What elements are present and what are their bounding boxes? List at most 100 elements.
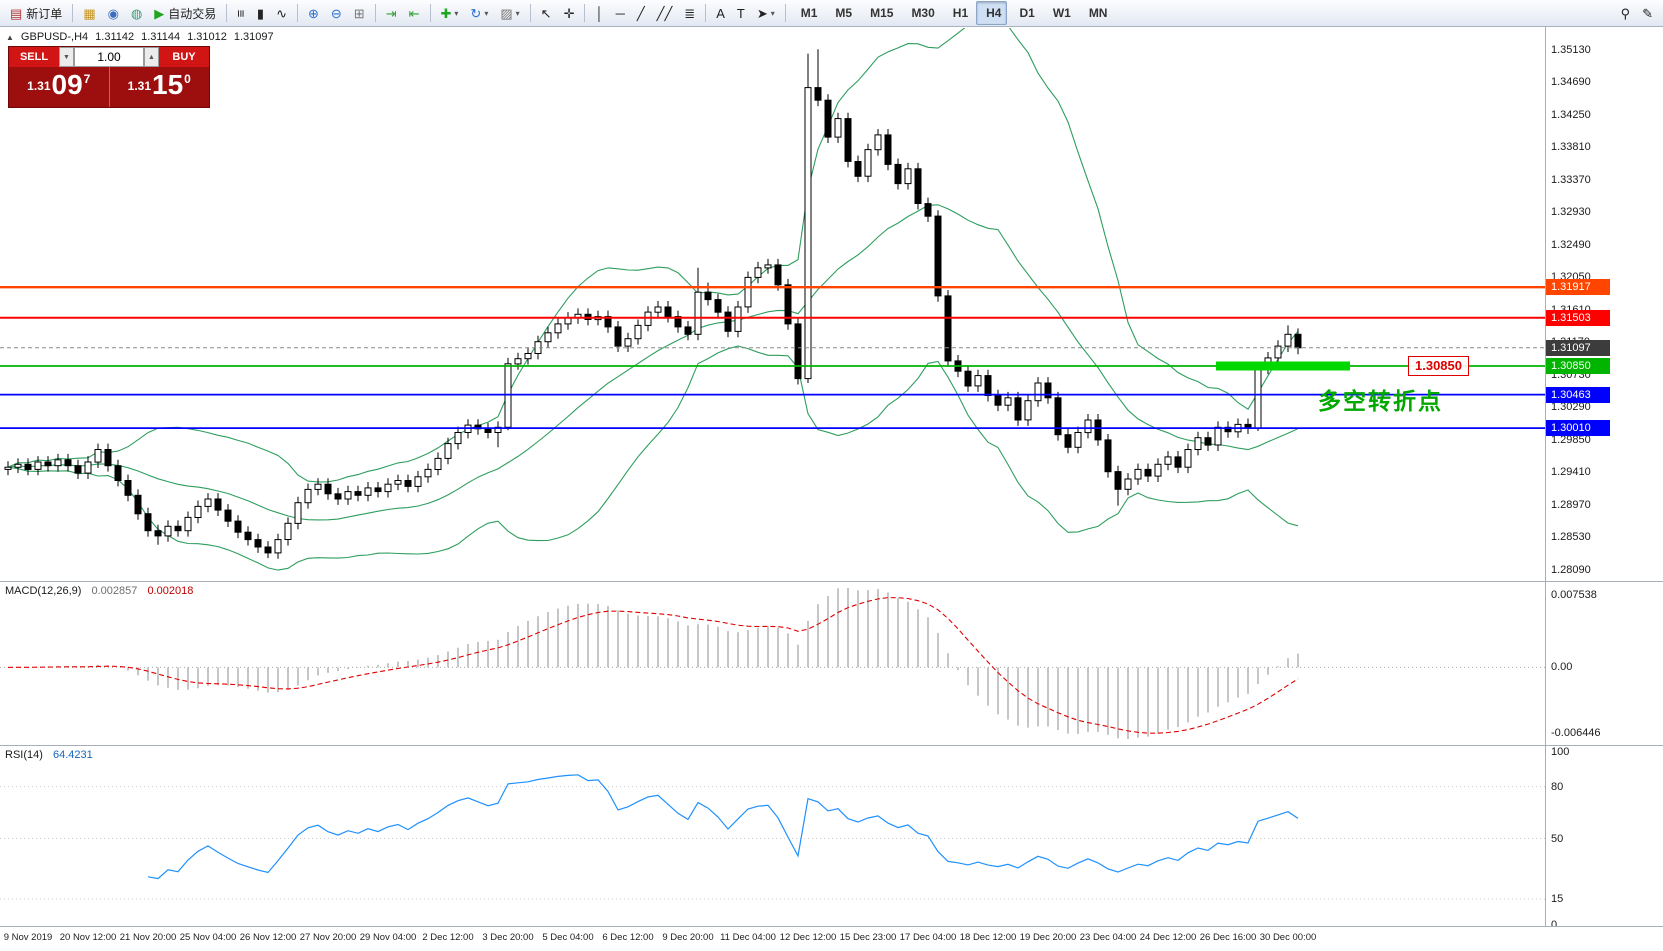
price-axis[interactable]: 1.35130 1.34690 1.34250 1.33810 1.33370 1.329… — [1546, 0, 1663, 951]
macd-name: MACD(12,26,9) — [5, 585, 82, 597]
candle — [794, 323, 802, 380]
timeframe-mn-button[interactable]: MN — [1079, 1, 1114, 25]
candle — [904, 168, 912, 185]
chart-window-icon: ▦ — [83, 5, 96, 21]
chart-shift-button[interactable]: ⇤ — [404, 1, 425, 25]
volume-decrease-button[interactable]: ▼ — [59, 47, 74, 67]
toolbar-separator — [784, 4, 786, 22]
time-axis-label: 12 Dec 12:00 — [779, 932, 837, 943]
zoom-in-button[interactable]: ⊕ — [303, 1, 324, 25]
fibonacci-icon: ≣ — [684, 5, 696, 21]
zoom-out-icon: ⊖ — [330, 5, 342, 21]
candle — [554, 323, 562, 334]
candle — [254, 539, 262, 548]
volume-input[interactable] — [74, 47, 144, 67]
text-button[interactable]: A — [711, 1, 730, 25]
auto-scroll-button[interactable]: ⇥ — [381, 1, 402, 25]
time-axis-label: 3 Dec 20:00 — [482, 932, 534, 943]
new-chart-button[interactable]: ✚ ▾ — [436, 1, 464, 25]
navigator-button[interactable]: ◍ — [126, 1, 147, 25]
candle — [294, 502, 302, 524]
current-price-tag: 1.31097 — [1546, 339, 1610, 356]
market-watch-button[interactable]: ◉ — [103, 1, 124, 25]
arrows-button[interactable]: ➤ ▾ — [752, 1, 780, 25]
timeframe-w1-button[interactable]: W1 — [1043, 1, 1077, 25]
time-axis-label: 23 Dec 04:00 — [1079, 932, 1137, 943]
time-axis-label: 19 Dec 20:00 — [1019, 932, 1077, 943]
time-axis[interactable]: 9 Nov 2019 20 Nov 12:00 21 Nov 20:00 25 Nov… — [0, 926, 1663, 951]
fibonacci-button[interactable]: ≣ — [679, 1, 700, 25]
macd-histogram — [17, 588, 1299, 739]
candle — [1104, 439, 1112, 473]
time-axis-label: 18 Dec 12:00 — [959, 932, 1017, 943]
sell-price-pip: 7 — [83, 72, 91, 86]
tile-windows-button[interactable]: ⊞ — [349, 1, 370, 25]
bar-chart-button[interactable]: ≡ — [232, 1, 250, 25]
timeframe-m1-button[interactable]: M1 — [791, 1, 824, 25]
vertical-line-button[interactable]: │ — [590, 1, 608, 25]
crosshair-button[interactable]: ✛ — [559, 1, 580, 25]
buy-price-pip: 0 — [184, 72, 191, 86]
candle — [714, 299, 722, 313]
templates-button[interactable]: ▨ ▾ — [495, 1, 524, 25]
new-order-button[interactable]: ▤ 新订单 — [5, 1, 67, 25]
candle — [64, 459, 72, 467]
price-chart-pane[interactable] — [0, 28, 1545, 581]
cursor-arrow-icon: ↖ — [540, 5, 552, 21]
candle — [364, 487, 372, 496]
arrow-shapes-icon: ➤ — [756, 5, 768, 21]
search-button[interactable]: ⚲ — [1616, 1, 1636, 25]
volume-increase-button[interactable]: ▲ — [144, 47, 159, 67]
horizontal-line-button[interactable]: ─ — [611, 1, 630, 25]
buy-button[interactable]: BUY — [159, 47, 209, 67]
sell-price[interactable]: 1.31 09 7 — [9, 67, 110, 107]
timeframe-m30-button[interactable]: M30 — [901, 1, 940, 25]
support-price-label[interactable]: 1.30850 — [1408, 356, 1469, 376]
candle — [734, 306, 742, 332]
toolbar-separator — [429, 4, 431, 22]
navigator-icon: ◍ — [130, 5, 143, 21]
new-order-icon: ▤ — [10, 5, 23, 21]
pane-separator[interactable] — [0, 745, 1663, 746]
profiles-button[interactable]: ↻ ▾ — [465, 1, 493, 25]
quick-edit-button[interactable]: ✎ — [1637, 1, 1658, 25]
caret-down-icon: ▾ — [515, 8, 520, 18]
support-highlight-bar[interactable] — [1216, 361, 1350, 371]
timeframe-d1-button[interactable]: D1 — [1009, 1, 1040, 25]
candle — [1124, 478, 1132, 490]
charts-button[interactable]: ▦ — [78, 1, 100, 25]
candle — [194, 505, 202, 518]
timeframe-h4-button[interactable]: H4 — [976, 1, 1008, 25]
autotrading-button[interactable]: ▶ 自动交易 — [149, 1, 221, 25]
candle — [134, 494, 142, 515]
timeframe-m15-button[interactable]: M15 — [860, 1, 899, 25]
trendline-button[interactable]: ╱ — [632, 1, 650, 25]
price-level-tag: 1.31917 — [1546, 279, 1610, 296]
ohlc-high: 1.31144 — [141, 31, 181, 43]
candle — [874, 134, 882, 151]
turning-point-note[interactable]: 多空转折点 — [1318, 388, 1443, 414]
horizontal-line-icon: ─ — [615, 5, 625, 21]
channel-button[interactable]: ╱╱ — [652, 1, 678, 25]
rsi-pane[interactable] — [0, 746, 1545, 926]
text-label-button[interactable]: T — [732, 1, 750, 25]
candle — [1294, 333, 1302, 349]
time-axis-label: 9 Nov 2019 — [3, 932, 53, 943]
candle — [354, 491, 362, 496]
one-click-collapse-icon[interactable]: ▲ — [6, 32, 14, 42]
line-chart-button[interactable]: ∿ — [271, 1, 292, 25]
cursor-button[interactable]: ↖ — [536, 1, 557, 25]
zoom-out-button[interactable]: ⊖ — [326, 1, 347, 25]
candle — [114, 465, 122, 482]
timeframe-m5-button[interactable]: M5 — [825, 1, 858, 25]
pane-separator[interactable] — [0, 581, 1663, 582]
sell-button[interactable]: SELL — [9, 47, 59, 67]
buy-price[interactable]: 1.31 15 0 — [110, 67, 210, 107]
timeframe-h1-button[interactable]: H1 — [943, 1, 974, 25]
candlestick-chart-button[interactable]: ▮ — [252, 1, 269, 25]
rsi-line — [147, 774, 1299, 880]
rsi-axis-label: 50 — [1551, 832, 1564, 845]
candle — [614, 326, 622, 347]
candle — [624, 338, 632, 347]
macd-pane[interactable] — [0, 582, 1545, 745]
